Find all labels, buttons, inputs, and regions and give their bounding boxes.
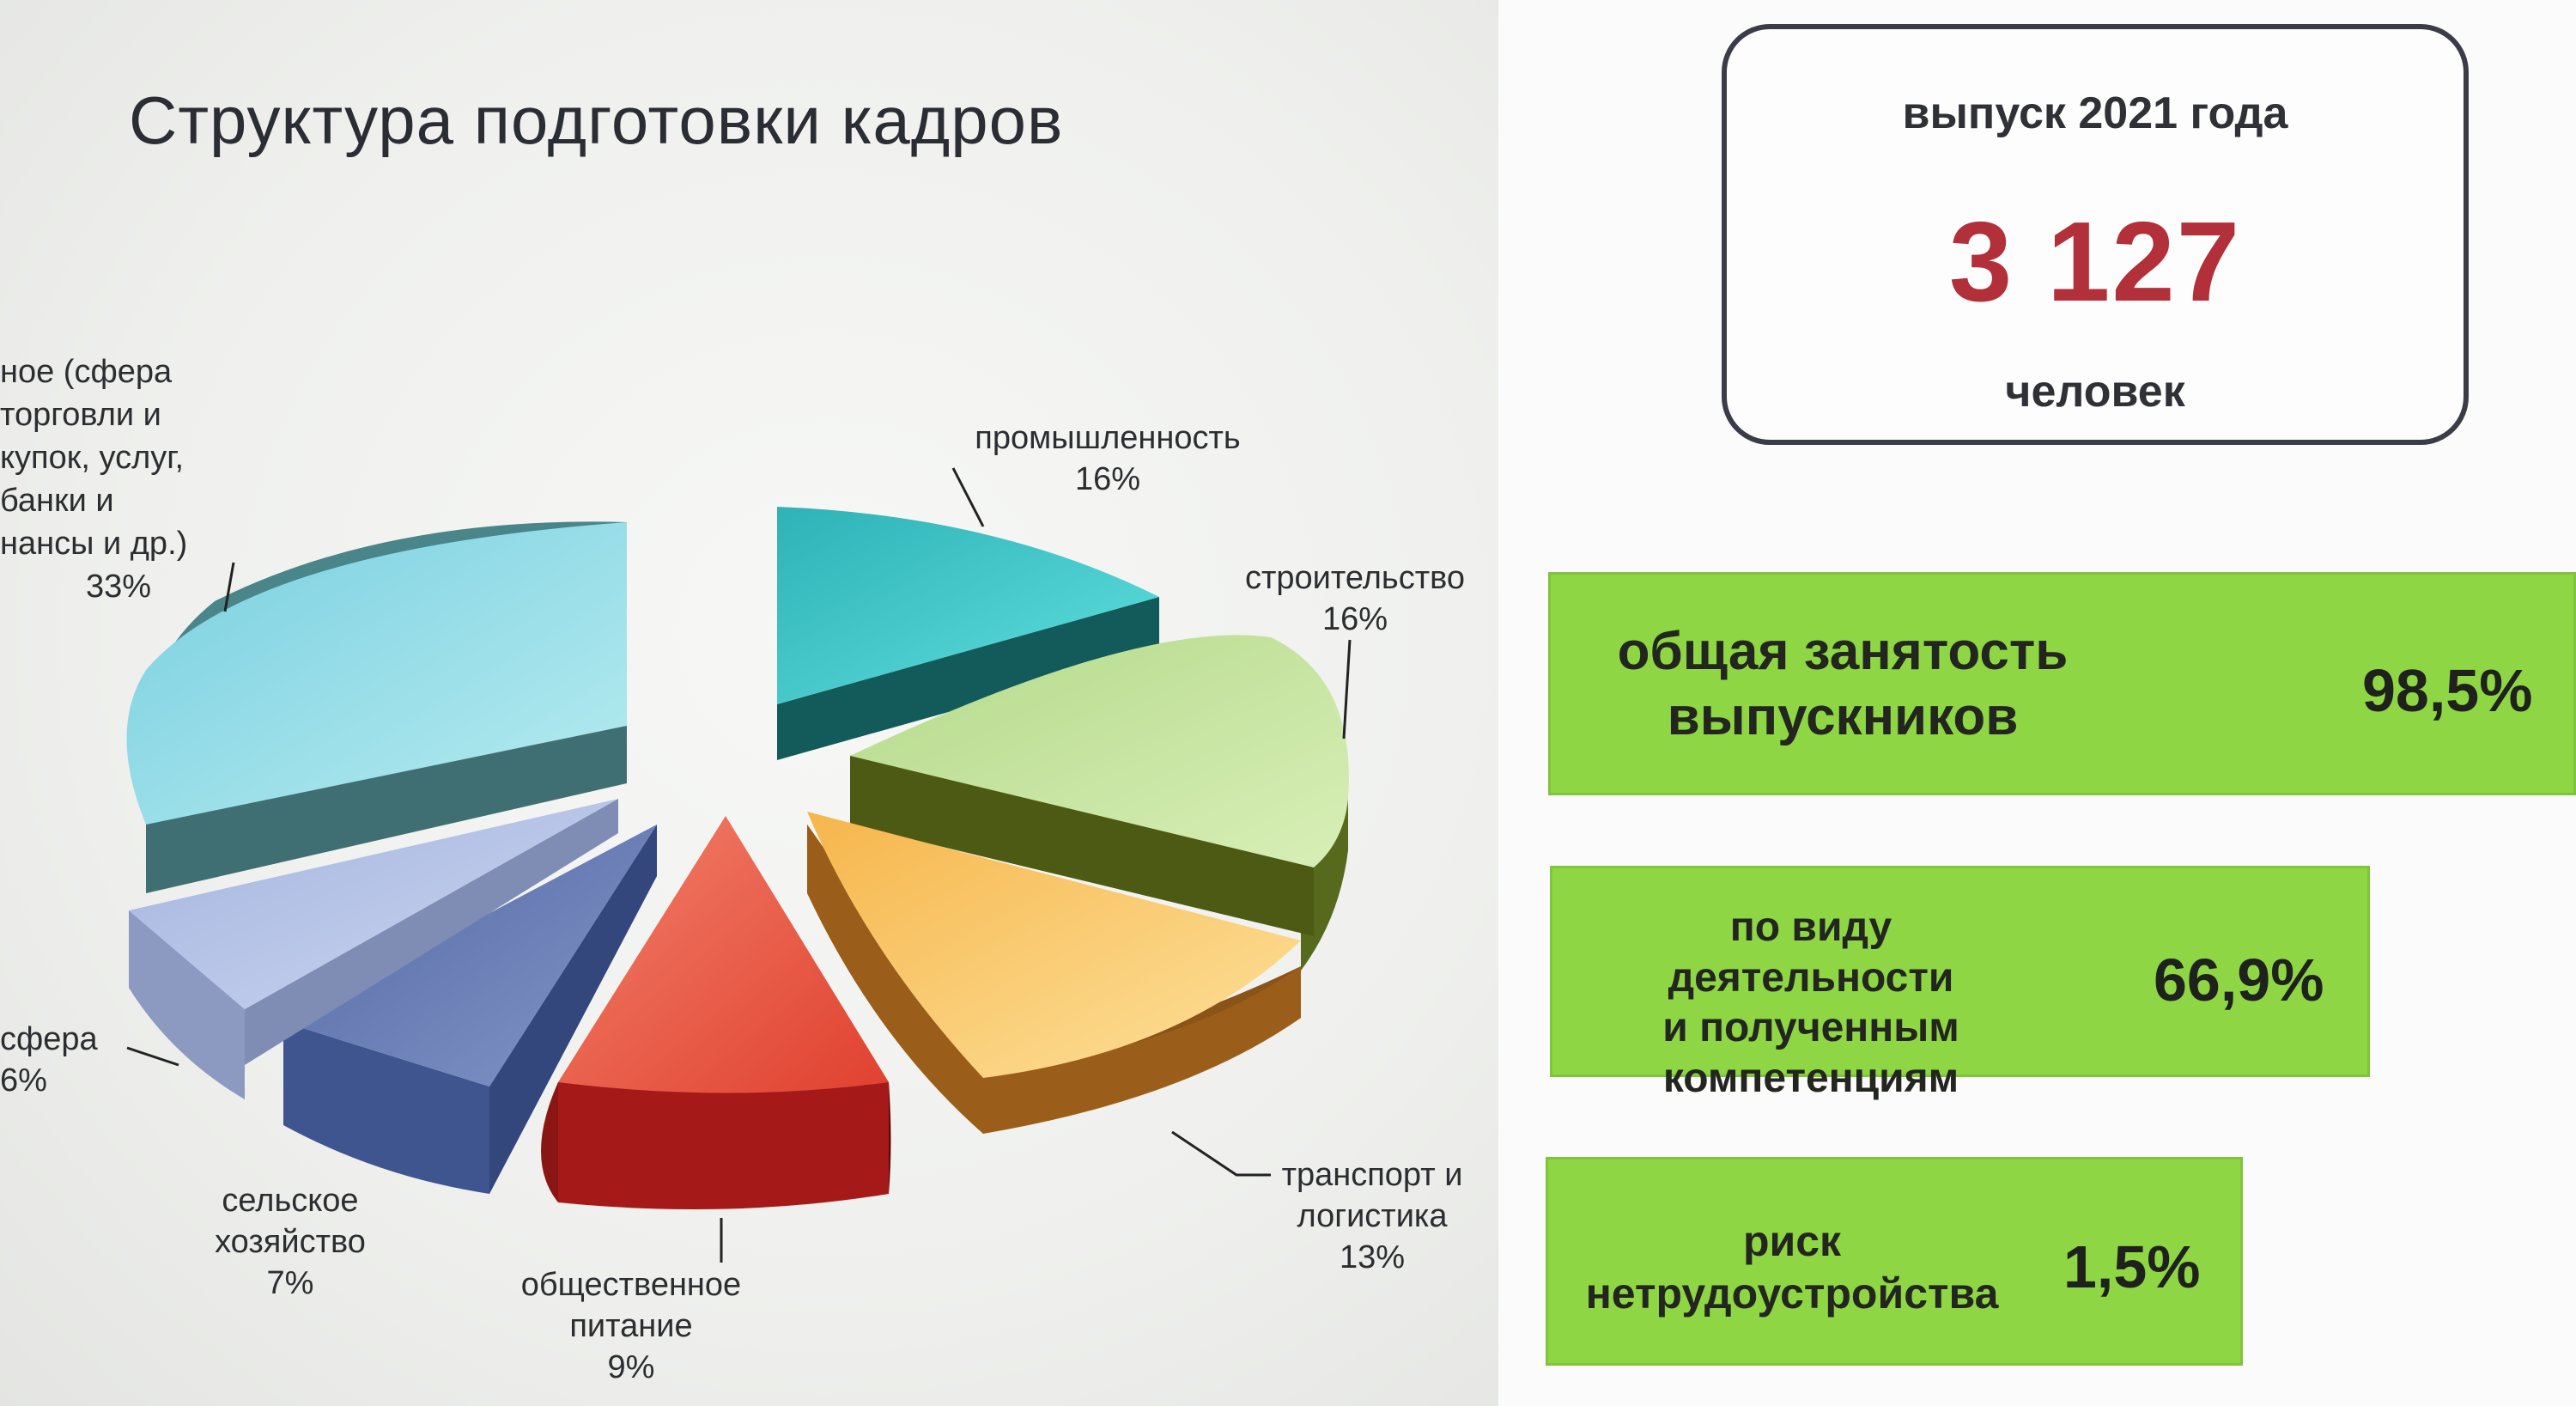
pie-slice-sphere — [129, 799, 618, 1099]
slice-value-construction: 16% — [1322, 601, 1388, 637]
pie-slice-agriculture — [283, 825, 657, 1194]
card-risk-line2: нетрудоустройства — [1585, 1269, 1999, 1318]
stat-heading: выпуск 2021 года — [1902, 88, 2288, 138]
card-employment-line2: выпускников — [1667, 686, 2019, 746]
slice-value-agriculture: 7% — [267, 1265, 314, 1301]
card-by-activity-line2: и полученным — [1662, 1005, 1959, 1051]
card-employment: общая занятость выпускников 98,5% — [1548, 572, 2576, 795]
stat-value: 3 127 — [1948, 198, 2242, 325]
slice-label-other: купок, услуг, — [0, 440, 184, 476]
leader-line-transport — [1171, 1130, 1271, 1177]
slice-value-other: 33% — [86, 569, 151, 605]
card-by-activity-line3: компетенциям — [1662, 1055, 1959, 1101]
pie-slice-transport — [807, 812, 1301, 1134]
slice-value-transport: 13% — [1340, 1239, 1405, 1275]
slide-title: Структура подготовки кадров — [129, 82, 1064, 158]
slice-value-industry: 16% — [1075, 461, 1140, 497]
leader-line-other — [223, 562, 235, 612]
leader-line-industry — [951, 467, 985, 527]
slice-label-other: ное (сфера — [0, 354, 173, 390]
stat-unit: человек — [2005, 367, 2185, 417]
slice-label-agriculture: хозяйство — [215, 1224, 366, 1260]
leader-lines — [126, 467, 1352, 1263]
slice-label-other: банки и — [0, 483, 114, 519]
pie-slice-industry — [777, 507, 1159, 760]
card-employment-line1: общая занятость — [1617, 622, 2069, 681]
slice-label-food: общественное — [521, 1267, 741, 1303]
slice-label-transport: логистика — [1297, 1198, 1448, 1234]
graduates-stat-box: выпуск 2021 года 3 127 человек — [1722, 24, 2469, 445]
card-unemployment-risk: риск нетрудоустройства 1,5% — [1546, 1157, 2243, 1366]
pie-slice-food — [541, 816, 891, 1209]
slice-value-sphere: 6% — [0, 1062, 47, 1099]
slice-label-food: питание — [569, 1308, 692, 1344]
pie-slice-other — [126, 521, 627, 893]
pie-chart: ное (сфера торговли и купок, услуг, банки и… — [0, 354, 1465, 1385]
card-by-activity-value: 66,9% — [2154, 946, 2324, 1013]
slice-label-other: торговли и — [0, 397, 161, 433]
card-by-activity-line1: по виду деятельности — [1668, 904, 1954, 1001]
slice-label-construction: строительство — [1245, 560, 1465, 596]
slice-label-sphere: сфера — [0, 1021, 99, 1057]
slice-label-industry: промышленность — [975, 420, 1240, 456]
leader-line-sphere — [126, 1046, 179, 1067]
slice-label-transport: транспорт и — [1282, 1157, 1463, 1193]
card-employment-value: 98,5% — [2362, 657, 2533, 724]
card-risk-line1: риск — [1742, 1217, 1842, 1265]
leader-line-construction — [1342, 639, 1352, 740]
card-by-activity: по виду деятельности и полученным компет… — [1550, 866, 2370, 1101]
pie-slice-construction — [850, 635, 1349, 971]
slice-label-other: нансы и др.) — [0, 526, 187, 562]
slice-labels: ное (сфера торговли и купок, услуг, банки и… — [0, 354, 1465, 1385]
slice-label-agriculture: сельское — [222, 1183, 358, 1219]
card-risk-value: 1,5% — [2063, 1233, 2201, 1300]
slice-value-food: 9% — [608, 1349, 655, 1385]
